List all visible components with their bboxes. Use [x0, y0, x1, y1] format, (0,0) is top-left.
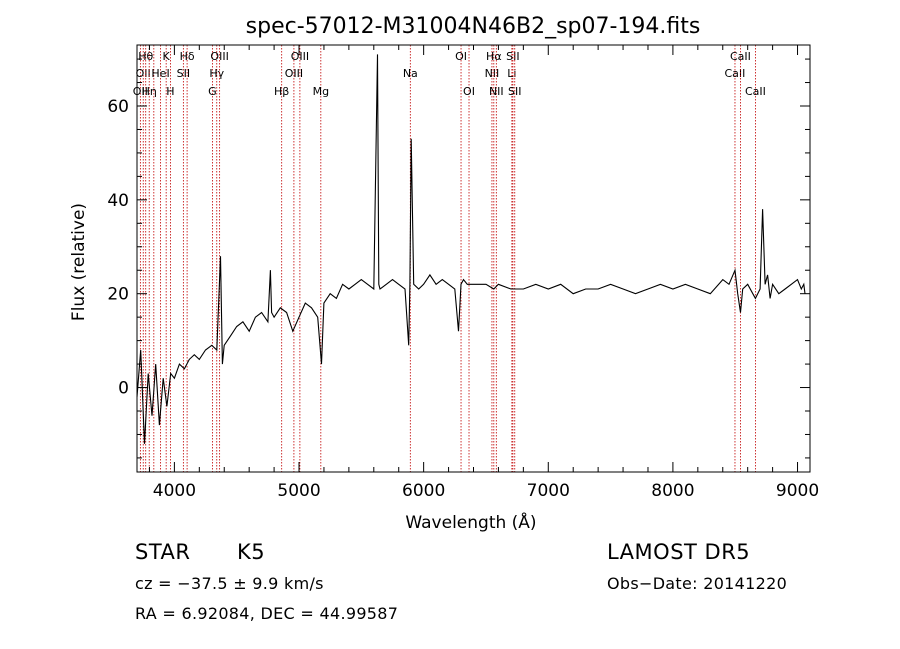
survey-name: LAMOST DR5 [607, 540, 751, 564]
object-class: STAR [135, 540, 191, 564]
coordinates-readout: RA = 6.92084, DEC = 44.99587 [135, 604, 399, 623]
line-marker-label: Hγ [209, 67, 224, 80]
line-marker-label: OIII [210, 50, 228, 63]
line-marker-label: Hβ [274, 85, 289, 98]
line-marker-label: Mg [313, 85, 329, 98]
x-axis-label: Wavelength (Å) [405, 511, 536, 533]
line-marker-label: CaII [745, 85, 766, 98]
x-tick-label: 7000 [527, 481, 570, 501]
x-tick-label: 9000 [776, 481, 819, 501]
y-tick-label: 20 [107, 285, 129, 305]
y-tick-label: 40 [107, 191, 129, 211]
line-marker-label: OII [136, 67, 151, 80]
line-marker-label: Hθ [138, 50, 153, 63]
y-axis-label: Flux (relative) [69, 203, 89, 321]
y-tick-label: 0 [118, 379, 129, 399]
plot-frame [136, 44, 811, 473]
line-marker-label: Hδ [180, 50, 195, 63]
line-marker-label: CaII [730, 50, 751, 63]
line-marker-label: CaII [725, 67, 746, 80]
axis-ticks: 4000 5000 6000 7000 8000 9000 0 20 40 60 [107, 45, 819, 501]
line-marker-label: NII [489, 85, 504, 98]
x-tick-label: 6000 [402, 481, 445, 501]
x-tick-label: 5000 [277, 481, 320, 501]
object-subclass: K5 [237, 540, 266, 564]
line-marker-label: OIII [291, 50, 309, 63]
spectral-line-markers: OIIOIIHθHηHeIKHSIIHδGHγOIIIHβOIIIOIIIMgN… [133, 45, 766, 472]
line-marker-label: OIII [285, 67, 303, 80]
line-marker-label: OI [455, 50, 467, 63]
line-marker-label: NII [485, 67, 500, 80]
chart-title: spec-57012-M31004N46B2_sp07-194.fits [246, 14, 701, 39]
line-marker-label: HeI [151, 67, 169, 80]
line-marker-label: Li [507, 67, 516, 80]
line-marker-label: SII [506, 50, 519, 63]
line-marker-label: Hα [486, 50, 502, 63]
line-marker-label: H [166, 85, 174, 98]
line-marker-label: G [208, 85, 217, 98]
spectrum-line [136, 54, 806, 444]
line-marker-label: SII [177, 67, 190, 80]
y-tick-label: 60 [107, 97, 129, 117]
redshift-readout: cz = −37.5 ± 9.9 km/s [135, 574, 324, 593]
line-marker-label: SII [508, 85, 521, 98]
x-tick-label: 4000 [153, 481, 196, 501]
line-marker-label: Hη [142, 85, 157, 98]
observation-date: Obs−Date: 20141220 [607, 574, 788, 593]
x-tick-label: 8000 [651, 481, 694, 501]
line-marker-label: K [163, 50, 171, 63]
line-marker-label: Na [403, 67, 418, 80]
line-marker-label: OI [463, 85, 475, 98]
